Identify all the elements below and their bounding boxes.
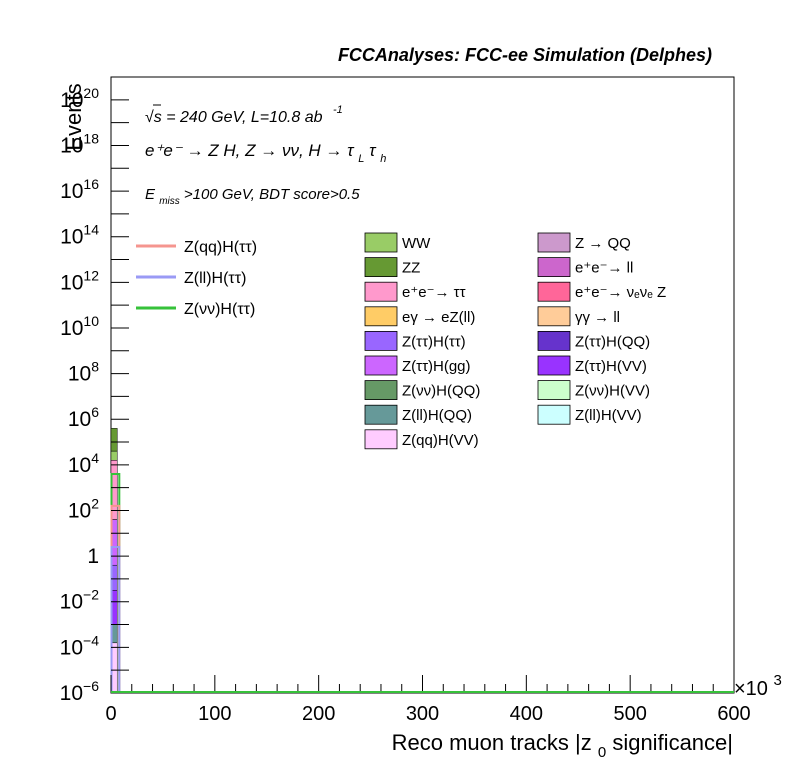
signal-lines xyxy=(110,472,121,693)
background-legend-swatch xyxy=(537,232,571,253)
background-legend-label: e⁺e⁻→ ττ xyxy=(402,284,466,301)
background-legend-label: WW xyxy=(402,235,431,252)
y-tick-label: 1014 xyxy=(60,222,99,249)
background-legend-label: Z(ττ)H(QQ) xyxy=(575,333,650,350)
y-tick-label: 1016 xyxy=(60,176,99,203)
background-legend-label: Z(νν)H(QQ) xyxy=(402,383,480,400)
background-legend-label: Z(ττ)H(ττ) xyxy=(402,333,466,350)
background-legend-label: Z(ττ)H(VV) xyxy=(575,358,647,375)
y-tick-label: 1 xyxy=(87,545,99,568)
background-legend-label: γγ → ll xyxy=(575,309,620,326)
background-legend-label: Z(νν)H(VV) xyxy=(575,383,650,400)
y-tick-label: 1010 xyxy=(60,313,99,340)
process-annotation: e⁺e⁻ → Z H, Z → νν, H → τ L τ h xyxy=(145,141,386,166)
x-tick-label: 300 xyxy=(406,703,439,725)
y-tick-label: 108 xyxy=(68,359,99,386)
background-legend-swatch xyxy=(364,404,398,425)
background-legend-swatch xyxy=(537,404,571,425)
background-legend: WW Z → QQ ZZ e⁺e⁻→ ll e⁺e⁻→ ττ e⁺e⁻→ νₑνₑ Z eγ… xyxy=(364,232,666,450)
energy-annotation: √s = 240 GeV, L=10.8 ab -1 xyxy=(145,104,343,126)
background-legend-swatch xyxy=(537,330,571,351)
selection-annotation: E miss >100 GeV, BDT score>0.5 xyxy=(145,186,360,208)
chart-title: FCCAnalyses: FCC-ee Simulation (Delphes) xyxy=(338,45,712,65)
x-tick-label: 100 xyxy=(198,703,231,725)
signal-line xyxy=(110,545,121,693)
signal-legend-label: Z(qq)H(ττ) xyxy=(184,239,257,256)
background-legend-swatch xyxy=(364,355,398,376)
y-tick-label: 106 xyxy=(68,404,99,431)
signal-legend: Z(qq)H(ττ) Z(ll)H(ττ) Z(νν)H(ττ) xyxy=(136,239,257,318)
x-axis-label: Reco muon tracks |z 0 significance| xyxy=(392,730,733,762)
background-legend-label: Z → QQ xyxy=(575,235,631,252)
background-legend-swatch xyxy=(364,257,398,278)
background-legend-swatch xyxy=(364,232,398,253)
x-axis-ticks: 0 100 200 300 400 500 600 xyxy=(105,675,751,725)
background-legend-swatch xyxy=(364,429,398,450)
y-tick-label: 1012 xyxy=(60,267,99,294)
signal-legend-label: Z(ll)H(ττ) xyxy=(184,270,246,287)
y-axis-label: Events xyxy=(61,83,86,150)
x-tick-label: 400 xyxy=(510,703,543,725)
background-legend-swatch xyxy=(537,281,571,302)
y-tick-label: 10−6 xyxy=(60,678,100,705)
y-axis-ticks: 10−6 10−4 10−2 1 102 104 106 108 1010 1012 1014 101… xyxy=(60,76,129,705)
background-legend-swatch xyxy=(537,355,571,376)
background-legend-label: e⁺e⁻→ ll xyxy=(575,260,633,277)
background-legend-swatch xyxy=(364,281,398,302)
background-legend-swatch xyxy=(364,330,398,351)
background-legend-swatch xyxy=(537,257,571,278)
x-tick-label: 0 xyxy=(105,703,116,725)
stacked-bars xyxy=(110,428,118,694)
background-legend-label: Z(qq)H(VV) xyxy=(402,432,479,449)
background-legend-swatch xyxy=(537,306,571,327)
x-axis-multiplier: ×10 3 xyxy=(734,672,782,700)
background-legend-label: e⁺e⁻→ νₑνₑ Z xyxy=(575,284,666,301)
x-tick-label: 600 xyxy=(717,703,750,725)
y-tick-label: 104 xyxy=(68,450,99,477)
x-tick-label: 200 xyxy=(302,703,335,725)
background-legend-swatch xyxy=(364,380,398,401)
background-legend-swatch xyxy=(364,306,398,327)
background-legend-label: Z(ll)H(VV) xyxy=(575,407,642,424)
stack-segment xyxy=(110,428,118,452)
background-legend-swatch xyxy=(537,380,571,401)
stack-segment xyxy=(110,450,118,461)
y-tick-label: 102 xyxy=(68,495,99,522)
background-legend-label: Z(ττ)H(gg) xyxy=(402,358,471,375)
signal-legend-label: Z(νν)H(ττ) xyxy=(184,301,255,318)
y-tick-label: 1020 xyxy=(60,85,99,112)
background-legend-label: eγ → eZ(ll) xyxy=(402,309,475,326)
background-legend-label: Z(ll)H(QQ) xyxy=(402,407,472,424)
x-tick-label: 500 xyxy=(613,703,646,725)
y-tick-label: 10−2 xyxy=(60,587,100,614)
y-tick-label: 1018 xyxy=(60,130,99,157)
background-legend-label: ZZ xyxy=(402,260,420,277)
y-tick-label: 10−4 xyxy=(60,632,100,659)
